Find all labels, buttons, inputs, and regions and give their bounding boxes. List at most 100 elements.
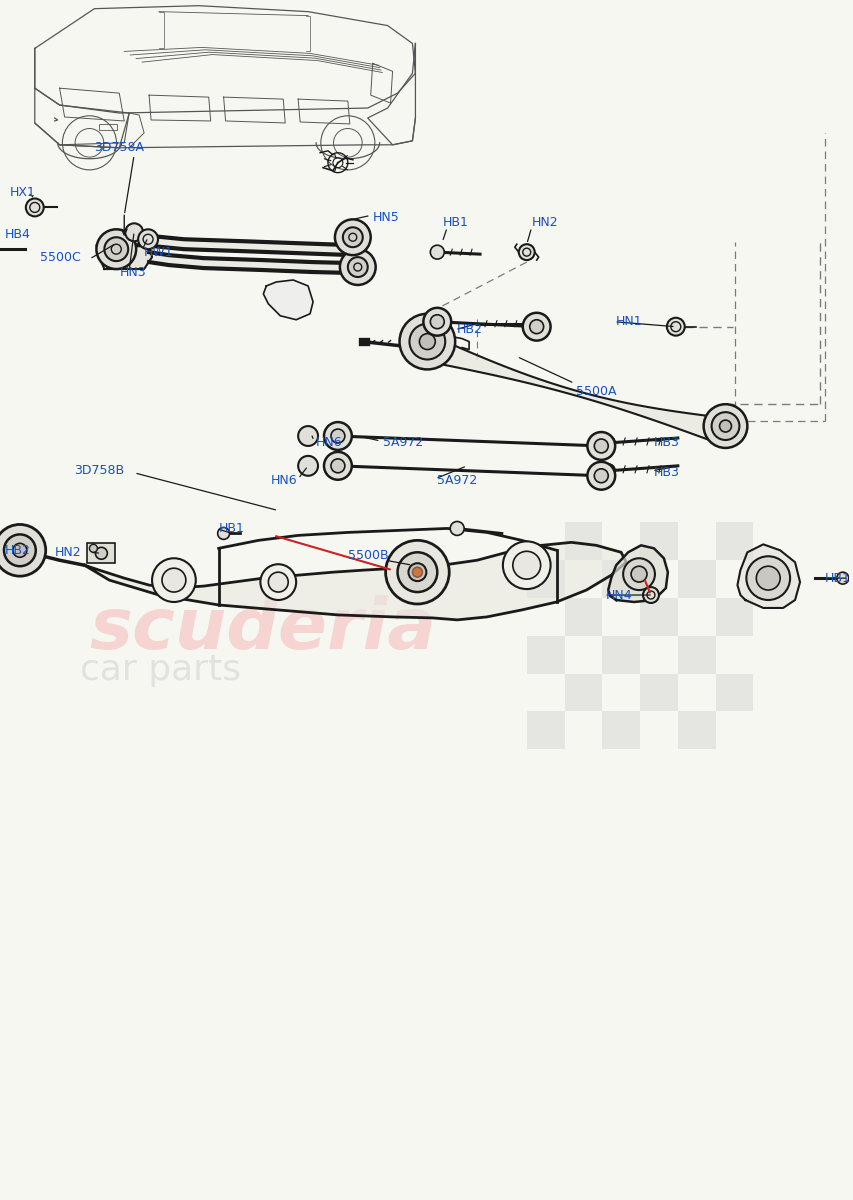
Circle shape xyxy=(430,245,444,259)
Bar xyxy=(526,712,564,749)
Circle shape xyxy=(4,534,36,566)
Circle shape xyxy=(125,223,143,241)
Polygon shape xyxy=(737,545,799,608)
Circle shape xyxy=(587,462,614,490)
Circle shape xyxy=(342,227,363,247)
Circle shape xyxy=(594,469,607,482)
Text: 3D758A: 3D758A xyxy=(95,142,144,155)
Bar xyxy=(564,598,601,636)
Text: HN4: HN4 xyxy=(606,588,632,601)
Circle shape xyxy=(587,432,614,460)
Circle shape xyxy=(397,552,437,592)
Circle shape xyxy=(836,572,848,584)
Circle shape xyxy=(162,568,186,592)
Circle shape xyxy=(666,318,684,336)
Circle shape xyxy=(703,404,746,448)
Bar xyxy=(601,636,639,673)
Circle shape xyxy=(450,522,463,535)
Circle shape xyxy=(13,544,26,557)
Text: car parts: car parts xyxy=(79,653,241,686)
Circle shape xyxy=(138,229,158,250)
Circle shape xyxy=(399,313,455,370)
Circle shape xyxy=(218,528,229,539)
Circle shape xyxy=(594,439,607,452)
Circle shape xyxy=(104,238,128,262)
Text: HB3: HB3 xyxy=(653,437,679,450)
Bar xyxy=(677,560,715,598)
Circle shape xyxy=(298,426,317,446)
Circle shape xyxy=(502,541,550,589)
Bar xyxy=(601,560,639,598)
Circle shape xyxy=(339,250,375,284)
Circle shape xyxy=(0,524,46,576)
Text: HB1: HB1 xyxy=(824,571,850,584)
Bar xyxy=(564,522,601,560)
Text: HB2: HB2 xyxy=(456,323,483,336)
Circle shape xyxy=(409,324,444,360)
Circle shape xyxy=(529,319,543,334)
Text: scuderia: scuderia xyxy=(90,595,436,665)
Circle shape xyxy=(331,430,345,443)
Circle shape xyxy=(334,220,370,256)
Text: HN2: HN2 xyxy=(55,546,81,559)
Circle shape xyxy=(642,587,659,602)
Bar xyxy=(564,673,601,712)
Bar xyxy=(639,598,677,636)
Circle shape xyxy=(323,452,351,480)
Circle shape xyxy=(746,557,789,600)
Circle shape xyxy=(630,566,647,582)
Text: 3D758B: 3D758B xyxy=(74,464,125,478)
Text: 5A972: 5A972 xyxy=(382,437,422,450)
Circle shape xyxy=(268,572,287,592)
Text: HN2: HN2 xyxy=(531,216,558,229)
Bar xyxy=(677,712,715,749)
Circle shape xyxy=(408,563,426,581)
Bar xyxy=(526,636,564,673)
Circle shape xyxy=(522,313,550,341)
Bar xyxy=(526,560,564,598)
Text: 5500C: 5500C xyxy=(40,251,80,264)
Circle shape xyxy=(623,558,654,590)
Circle shape xyxy=(512,551,540,580)
Polygon shape xyxy=(263,280,313,319)
Text: HB3: HB3 xyxy=(653,467,679,479)
Polygon shape xyxy=(96,239,152,269)
Circle shape xyxy=(90,545,97,552)
Text: 5A972: 5A972 xyxy=(437,474,477,487)
Circle shape xyxy=(756,566,780,590)
Circle shape xyxy=(347,257,368,277)
Text: HN3: HN3 xyxy=(119,265,146,278)
Polygon shape xyxy=(84,542,625,620)
Text: HB4: HB4 xyxy=(5,228,31,241)
Circle shape xyxy=(711,412,739,440)
Text: 5500A: 5500A xyxy=(576,385,616,397)
Bar xyxy=(639,673,677,712)
Circle shape xyxy=(601,436,614,450)
Text: HX1: HX1 xyxy=(10,186,36,199)
Circle shape xyxy=(96,547,107,559)
Circle shape xyxy=(152,558,195,602)
Text: HW1: HW1 xyxy=(144,246,173,259)
Bar xyxy=(99,124,117,130)
Circle shape xyxy=(260,564,296,600)
Text: HB2: HB2 xyxy=(5,544,31,557)
Bar xyxy=(677,636,715,673)
Text: HN6: HN6 xyxy=(270,474,297,487)
Circle shape xyxy=(298,456,317,475)
Circle shape xyxy=(601,464,614,478)
Circle shape xyxy=(419,334,435,349)
Text: 5500B: 5500B xyxy=(347,548,388,562)
Circle shape xyxy=(386,540,449,604)
Bar xyxy=(601,712,639,749)
Text: HN5: HN5 xyxy=(372,211,399,224)
Circle shape xyxy=(719,420,731,432)
Bar xyxy=(715,522,752,560)
Circle shape xyxy=(96,229,136,269)
Bar xyxy=(715,598,752,636)
Bar xyxy=(639,522,677,560)
Polygon shape xyxy=(607,545,667,602)
Circle shape xyxy=(518,245,534,260)
Bar xyxy=(87,544,115,563)
Text: HN6: HN6 xyxy=(316,437,342,450)
Text: HB1: HB1 xyxy=(442,216,467,229)
